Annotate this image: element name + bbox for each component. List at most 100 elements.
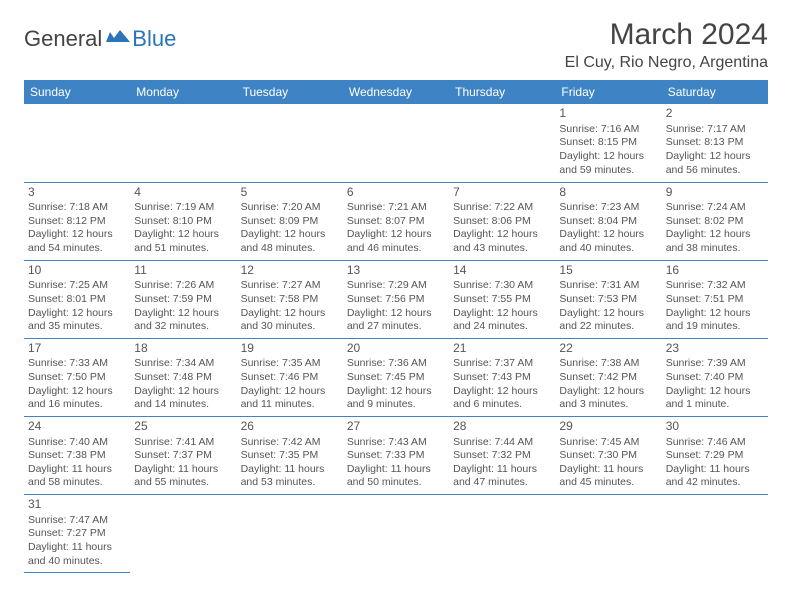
- daylight-line: Daylight: 12 hours and 9 minutes.: [347, 385, 445, 412]
- sunrise-line: Sunrise: 7:31 AM: [559, 279, 657, 293]
- calendar-week: 31Sunrise: 7:47 AMSunset: 7:27 PMDayligh…: [24, 495, 768, 573]
- sunrise-line: Sunrise: 7:46 AM: [666, 436, 764, 450]
- sunset-line: Sunset: 8:02 PM: [666, 215, 764, 229]
- day-number: 6: [347, 185, 445, 201]
- sunset-line: Sunset: 7:43 PM: [453, 371, 551, 385]
- day-number: 24: [28, 419, 126, 435]
- brand-part2: Blue: [132, 26, 176, 52]
- day-header-row: Sunday Monday Tuesday Wednesday Thursday…: [24, 80, 768, 104]
- daylight-line: Daylight: 11 hours and 40 minutes.: [28, 541, 126, 568]
- calendar-cell: 30Sunrise: 7:46 AMSunset: 7:29 PMDayligh…: [662, 416, 768, 494]
- daylight-line: Daylight: 12 hours and 27 minutes.: [347, 307, 445, 334]
- sunrise-line: Sunrise: 7:33 AM: [28, 357, 126, 371]
- day-number: 29: [559, 419, 657, 435]
- sunrise-line: Sunrise: 7:39 AM: [666, 357, 764, 371]
- calendar-cell: 20Sunrise: 7:36 AMSunset: 7:45 PMDayligh…: [343, 338, 449, 416]
- daylight-line: Daylight: 12 hours and 54 minutes.: [28, 228, 126, 255]
- sunrise-line: Sunrise: 7:30 AM: [453, 279, 551, 293]
- sunrise-line: Sunrise: 7:36 AM: [347, 357, 445, 371]
- day-number: 26: [241, 419, 339, 435]
- day-number: 7: [453, 185, 551, 201]
- sunrise-line: Sunrise: 7:27 AM: [241, 279, 339, 293]
- sunset-line: Sunset: 7:30 PM: [559, 449, 657, 463]
- day-number: 30: [666, 419, 764, 435]
- day-number: 11: [134, 263, 232, 279]
- calendar-cell: [130, 104, 236, 182]
- sunrise-line: Sunrise: 7:25 AM: [28, 279, 126, 293]
- calendar-cell: 13Sunrise: 7:29 AMSunset: 7:56 PMDayligh…: [343, 260, 449, 338]
- day-number: 16: [666, 263, 764, 279]
- month-title: March 2024: [565, 18, 768, 52]
- sunrise-line: Sunrise: 7:44 AM: [453, 436, 551, 450]
- sunset-line: Sunset: 8:04 PM: [559, 215, 657, 229]
- day-number: 4: [134, 185, 232, 201]
- day-number: 18: [134, 341, 232, 357]
- calendar-cell: [662, 495, 768, 573]
- daylight-line: Daylight: 12 hours and 16 minutes.: [28, 385, 126, 412]
- calendar-cell: 12Sunrise: 7:27 AMSunset: 7:58 PMDayligh…: [237, 260, 343, 338]
- sunset-line: Sunset: 7:48 PM: [134, 371, 232, 385]
- sunrise-line: Sunrise: 7:45 AM: [559, 436, 657, 450]
- sunset-line: Sunset: 8:06 PM: [453, 215, 551, 229]
- sunrise-line: Sunrise: 7:29 AM: [347, 279, 445, 293]
- calendar-cell: 2Sunrise: 7:17 AMSunset: 8:13 PMDaylight…: [662, 104, 768, 182]
- calendar-cell: [343, 104, 449, 182]
- header: General Blue March 2024 El Cuy, Rio Negr…: [24, 18, 768, 72]
- sunrise-line: Sunrise: 7:16 AM: [559, 123, 657, 137]
- daylight-line: Daylight: 12 hours and 51 minutes.: [134, 228, 232, 255]
- calendar-cell: 4Sunrise: 7:19 AMSunset: 8:10 PMDaylight…: [130, 182, 236, 260]
- calendar-cell: 18Sunrise: 7:34 AMSunset: 7:48 PMDayligh…: [130, 338, 236, 416]
- daylight-line: Daylight: 11 hours and 42 minutes.: [666, 463, 764, 490]
- sunrise-line: Sunrise: 7:34 AM: [134, 357, 232, 371]
- sunset-line: Sunset: 7:27 PM: [28, 527, 126, 541]
- sunset-line: Sunset: 7:29 PM: [666, 449, 764, 463]
- sunset-line: Sunset: 7:40 PM: [666, 371, 764, 385]
- sunrise-line: Sunrise: 7:38 AM: [559, 357, 657, 371]
- sunset-line: Sunset: 7:51 PM: [666, 293, 764, 307]
- sunrise-line: Sunrise: 7:37 AM: [453, 357, 551, 371]
- calendar-cell: 31Sunrise: 7:47 AMSunset: 7:27 PMDayligh…: [24, 495, 130, 573]
- sunrise-line: Sunrise: 7:23 AM: [559, 201, 657, 215]
- calendar-cell: 14Sunrise: 7:30 AMSunset: 7:55 PMDayligh…: [449, 260, 555, 338]
- day-number: 5: [241, 185, 339, 201]
- brand-logo: General Blue: [24, 26, 176, 52]
- sunset-line: Sunset: 8:10 PM: [134, 215, 232, 229]
- daylight-line: Daylight: 12 hours and 14 minutes.: [134, 385, 232, 412]
- sunset-line: Sunset: 7:45 PM: [347, 371, 445, 385]
- calendar-cell: 8Sunrise: 7:23 AMSunset: 8:04 PMDaylight…: [555, 182, 661, 260]
- sunrise-line: Sunrise: 7:47 AM: [28, 514, 126, 528]
- day-number: 15: [559, 263, 657, 279]
- day-number: 20: [347, 341, 445, 357]
- calendar-cell: 24Sunrise: 7:40 AMSunset: 7:38 PMDayligh…: [24, 416, 130, 494]
- sunset-line: Sunset: 8:13 PM: [666, 136, 764, 150]
- sunrise-line: Sunrise: 7:20 AM: [241, 201, 339, 215]
- daylight-line: Daylight: 12 hours and 48 minutes.: [241, 228, 339, 255]
- sunset-line: Sunset: 8:15 PM: [559, 136, 657, 150]
- sunset-line: Sunset: 7:37 PM: [134, 449, 232, 463]
- daylight-line: Daylight: 12 hours and 30 minutes.: [241, 307, 339, 334]
- day-number: 27: [347, 419, 445, 435]
- daylight-line: Daylight: 11 hours and 45 minutes.: [559, 463, 657, 490]
- day-header: Thursday: [449, 80, 555, 104]
- calendar-cell: [343, 495, 449, 573]
- day-number: 25: [134, 419, 232, 435]
- daylight-line: Daylight: 12 hours and 11 minutes.: [241, 385, 339, 412]
- day-header: Tuesday: [237, 80, 343, 104]
- daylight-line: Daylight: 12 hours and 40 minutes.: [559, 228, 657, 255]
- brand-part1: General: [24, 26, 102, 52]
- daylight-line: Daylight: 12 hours and 32 minutes.: [134, 307, 232, 334]
- calendar-week: 10Sunrise: 7:25 AMSunset: 8:01 PMDayligh…: [24, 260, 768, 338]
- sunset-line: Sunset: 7:46 PM: [241, 371, 339, 385]
- sunset-line: Sunset: 7:59 PM: [134, 293, 232, 307]
- sunrise-line: Sunrise: 7:24 AM: [666, 201, 764, 215]
- calendar-week: 17Sunrise: 7:33 AMSunset: 7:50 PMDayligh…: [24, 338, 768, 416]
- daylight-line: Daylight: 11 hours and 50 minutes.: [347, 463, 445, 490]
- calendar-cell: [130, 495, 236, 573]
- calendar-cell: 27Sunrise: 7:43 AMSunset: 7:33 PMDayligh…: [343, 416, 449, 494]
- sunset-line: Sunset: 7:32 PM: [453, 449, 551, 463]
- calendar-cell: 15Sunrise: 7:31 AMSunset: 7:53 PMDayligh…: [555, 260, 661, 338]
- calendar-cell: 17Sunrise: 7:33 AMSunset: 7:50 PMDayligh…: [24, 338, 130, 416]
- location: El Cuy, Rio Negro, Argentina: [565, 54, 768, 72]
- day-number: 12: [241, 263, 339, 279]
- sunset-line: Sunset: 7:35 PM: [241, 449, 339, 463]
